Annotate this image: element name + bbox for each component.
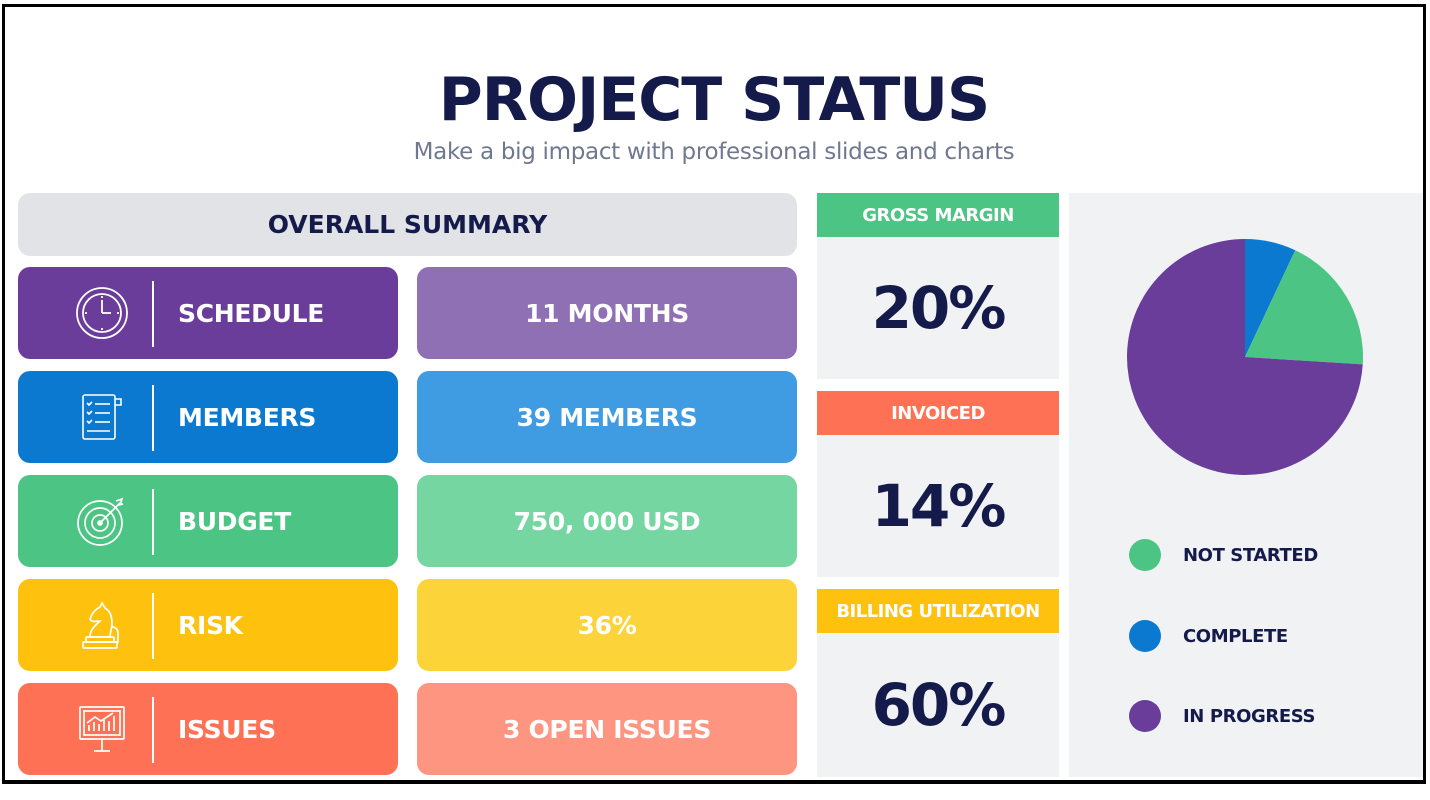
billing-utilization-value: 60% [871,671,1007,739]
risk-value: 36% [417,579,797,671]
invoiced-value: 14% [871,472,1007,540]
complete-swatch [1129,620,1161,652]
gross-margin-panel: GROSS MARGIN 20% [817,193,1059,379]
pie-slice-complete [1245,239,1296,357]
divider [152,281,154,347]
issues-value: 3 OPEN ISSUES [417,683,797,775]
clock-icon [74,285,130,341]
not-started-swatch [1129,539,1161,571]
schedule-value: 11 MONTHS [417,267,797,359]
budget-label: BUDGET [178,506,291,536]
divider [152,697,154,763]
risk-label-card: RISK [18,579,398,671]
target-icon [74,493,130,549]
members-label: MEMBERS [178,402,317,432]
risk-label: RISK [178,610,243,640]
slide: PROJECT STATUS Make a big impact with pr… [2,4,1426,784]
divider [152,489,154,555]
legend-not-started: NOT STARTED [1129,539,1318,571]
budget-value: 750, 000 USD [417,475,797,567]
pie-slice-in-progress [1127,239,1363,475]
pie-slice-not-started [1245,250,1363,365]
pie-chart [1127,239,1363,475]
legend-label: COMPLETE [1183,625,1288,647]
chess-knight-icon [74,597,130,653]
checklist-scroll-icon [74,389,130,445]
members-label-card: MEMBERS [18,371,398,463]
overall-summary-header: OVERALL SUMMARY [18,193,797,256]
legend-in-progress: IN PROGRESS [1129,700,1315,732]
page-subtitle: Make a big impact with professional slid… [413,139,1015,165]
legend-complete: COMPLETE [1129,620,1288,652]
presentation-chart-icon [74,701,130,757]
issues-label-card: ISSUES [18,683,398,775]
page-title: PROJECT STATUS [438,65,990,135]
gross-margin-value: 20% [871,274,1007,342]
schedule-label: SCHEDULE [178,298,325,328]
in-progress-swatch [1129,700,1161,732]
pie-chart-panel: NOT STARTED COMPLETE IN PROGRESS [1069,193,1423,777]
gross-margin-label: GROSS MARGIN [817,193,1059,237]
invoiced-panel: INVOICED 14% [817,391,1059,577]
divider [152,593,154,659]
invoiced-label: INVOICED [817,391,1059,435]
legend-label: IN PROGRESS [1183,705,1316,727]
legend-label: NOT STARTED [1183,544,1318,566]
issues-label: ISSUES [178,714,276,744]
schedule-label-card: SCHEDULE [18,267,398,359]
billing-utilization-label: BILLING UTILIZATION [817,589,1059,633]
billing-utilization-panel: BILLING UTILIZATION 60% [817,589,1059,777]
budget-label-card: BUDGET [18,475,398,567]
divider [152,385,154,451]
members-value: 39 MEMBERS [417,371,797,463]
